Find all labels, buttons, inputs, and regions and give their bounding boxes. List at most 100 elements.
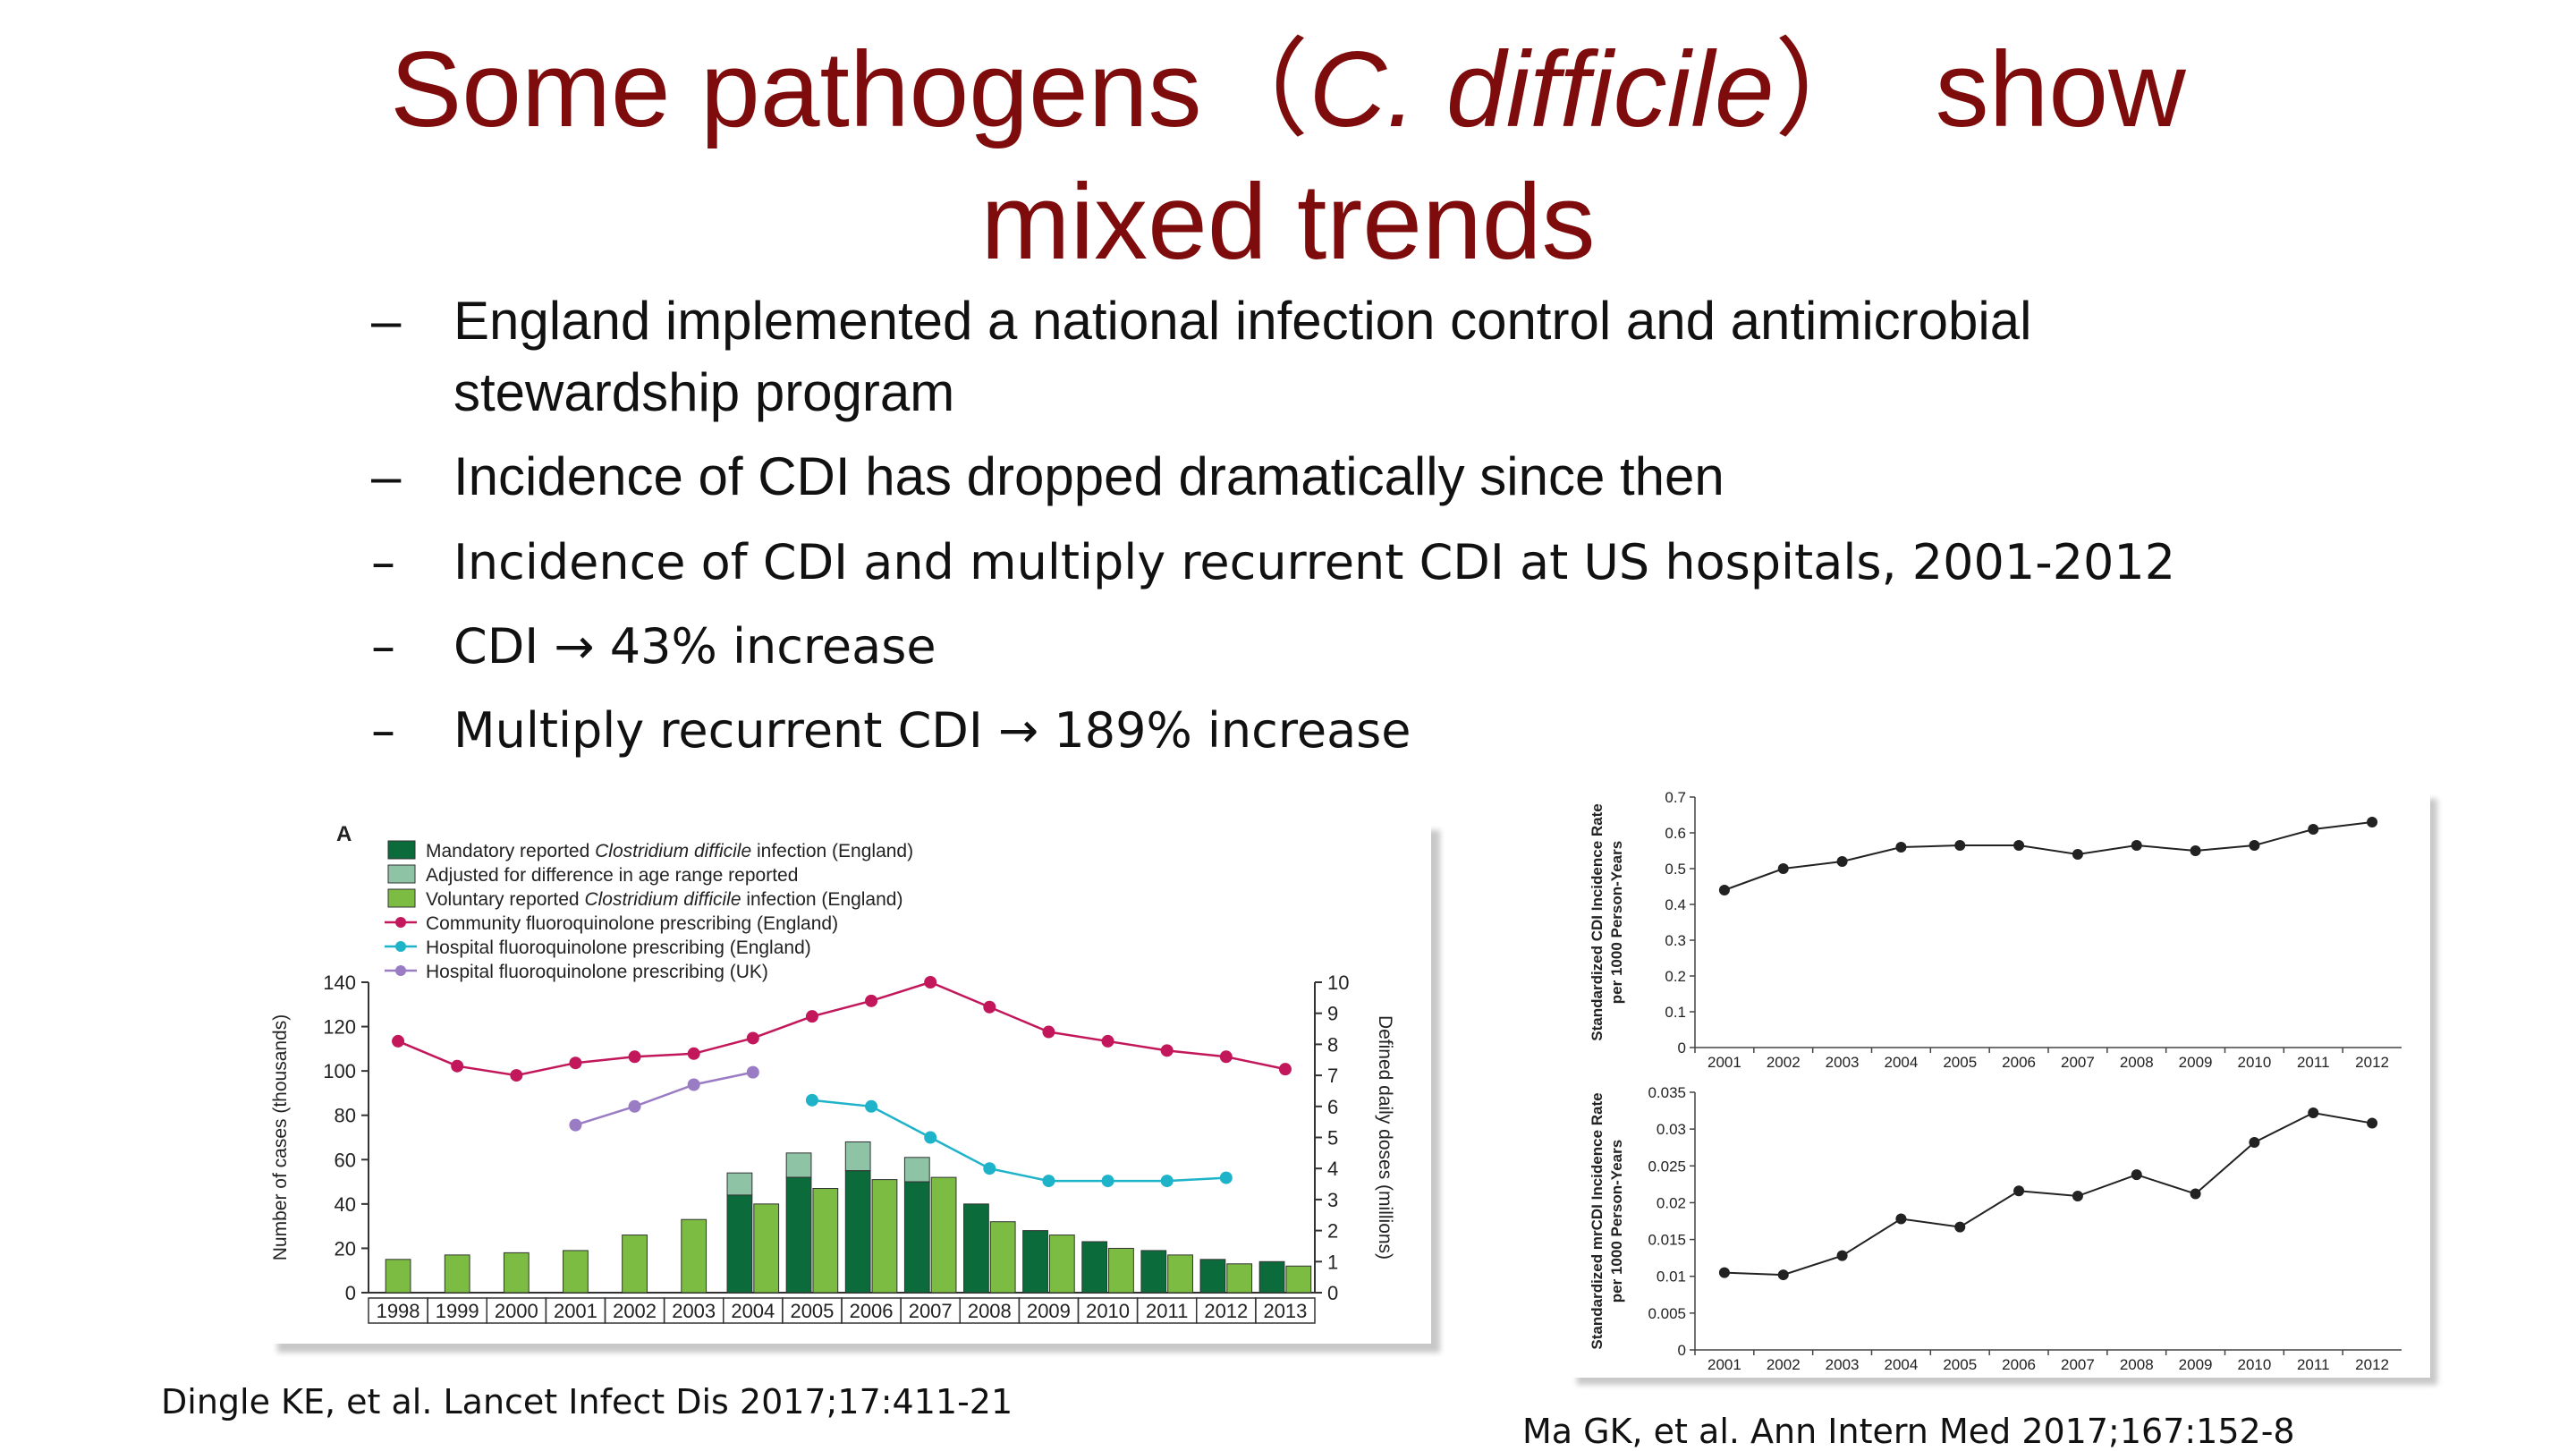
legend-label-italic: Clostridium difficile bbox=[595, 841, 751, 861]
x-tick-label: 2004 bbox=[1885, 1054, 1919, 1071]
slide-title-line-1: Some pathogens（C. difficile） show bbox=[0, 27, 2576, 152]
citation-right: Ma GK, et al. Ann Intern Med 2017;167:15… bbox=[1522, 1412, 2295, 1451]
bar-voluntary bbox=[753, 1203, 780, 1294]
series-point bbox=[2190, 1188, 2201, 1200]
y-tick-label: 40 bbox=[335, 1193, 356, 1216]
y-tick-label: 0.03 bbox=[1657, 1121, 1686, 1138]
series-point bbox=[2131, 1169, 2142, 1181]
hospital-fq-uk-line bbox=[575, 1071, 754, 1126]
hospital-fq-england-point bbox=[1101, 1175, 1114, 1188]
x-tick-label: 2001 bbox=[1707, 1054, 1741, 1071]
series-point bbox=[2013, 840, 2025, 851]
series-point bbox=[2308, 1107, 2319, 1119]
community-fq-point bbox=[628, 1050, 641, 1064]
hospital-fq-england-point bbox=[983, 1162, 996, 1175]
y-tick-label: 0.01 bbox=[1657, 1269, 1686, 1286]
x-tick-label: 2006 bbox=[850, 1300, 894, 1322]
series-line bbox=[1724, 1111, 2373, 1277]
x-tick-label: 2009 bbox=[1027, 1300, 1071, 1322]
bar-mandatory bbox=[963, 1203, 989, 1294]
y2-tick-label: 5 bbox=[1327, 1127, 1338, 1150]
y-tick-label: 0 bbox=[1678, 1039, 1686, 1056]
legend-entry: Hospital fluoroquinolone prescribing (En… bbox=[385, 938, 811, 958]
x-tick-label: 2003 bbox=[1826, 1054, 1860, 1071]
series-line bbox=[1724, 821, 2373, 891]
hospital-fq-uk-point bbox=[746, 1065, 759, 1079]
legend-label: Mandatory reported Clostridium difficile… bbox=[426, 841, 913, 861]
series-point bbox=[1836, 856, 1848, 867]
x-tick-label: 1998 bbox=[377, 1300, 420, 1322]
legend-label-text: Mandatory reported bbox=[426, 841, 595, 861]
hospital-fq-england-point bbox=[1042, 1175, 1055, 1188]
bullet-text: stewardship program bbox=[453, 362, 955, 422]
bullet-marker: – bbox=[371, 618, 395, 675]
legend-label-text: Voluntary reported bbox=[426, 889, 584, 910]
hospital-fq-england-point bbox=[865, 1099, 878, 1113]
legend-marker bbox=[395, 941, 406, 952]
series-point bbox=[1718, 885, 1730, 895]
x-tick-box bbox=[1255, 1297, 1316, 1324]
series-point bbox=[1895, 1213, 1907, 1225]
y-axis-label: per 1000 Person-Years bbox=[1608, 841, 1625, 1004]
y-tick-label: 0.3 bbox=[1665, 932, 1686, 949]
bar-voluntary bbox=[1048, 1235, 1075, 1294]
community-fq-point bbox=[687, 1047, 700, 1060]
y2-tick-label: 10 bbox=[1327, 972, 1349, 994]
y2-axis-label: Defined daily doses (millions) bbox=[1375, 1015, 1395, 1260]
x-tick-label: 1999 bbox=[436, 1300, 479, 1322]
bar-voluntary bbox=[812, 1188, 839, 1294]
series-point bbox=[1954, 840, 1966, 851]
x-tick-label: 2009 bbox=[2179, 1054, 2213, 1071]
y-tick-label: 20 bbox=[335, 1237, 356, 1260]
y2-tick-label: 3 bbox=[1327, 1189, 1338, 1211]
bullet-text: CDI → 43% increase bbox=[453, 618, 936, 675]
bar-mandatory bbox=[1081, 1241, 1108, 1294]
x-tick-label: 2006 bbox=[2002, 1054, 2036, 1071]
bullet-marker: – bbox=[371, 291, 402, 351]
england-cdi-chart: A Mandatory reported Clostridium difficil… bbox=[270, 822, 1395, 1324]
legend-label: Hospital fluoroquinolone prescribing (UK… bbox=[426, 962, 768, 982]
community-fq-point bbox=[1160, 1044, 1174, 1057]
legend-label: Community fluoroquinolone prescribing (E… bbox=[426, 913, 838, 934]
bar-voluntary bbox=[681, 1218, 708, 1294]
us-cdi-incidence-chart: 0 0.1 0.2 0.3 0.4 0.5 0.6 0.7 2001 2002 2003 2004 20… bbox=[1589, 792, 2402, 1071]
y-tick-label: 0.1 bbox=[1665, 1004, 1686, 1021]
y2-tick-label: 7 bbox=[1327, 1065, 1338, 1087]
legend-marker bbox=[395, 917, 406, 928]
legend-label-text: infection (England) bbox=[751, 841, 913, 861]
y-tick-label: 0.02 bbox=[1657, 1194, 1686, 1211]
bar-voluntary bbox=[622, 1235, 648, 1294]
y2-tick-label: 0 bbox=[1327, 1282, 1338, 1304]
legend-label-text: infection (England) bbox=[741, 889, 903, 910]
x-tick-label: 2006 bbox=[2002, 1356, 2036, 1373]
bar-voluntary bbox=[563, 1250, 589, 1294]
y2-tick-label: 1 bbox=[1327, 1251, 1338, 1273]
community-fq-point bbox=[805, 1010, 818, 1023]
community-fq-point bbox=[1101, 1034, 1114, 1048]
bar-adjusted bbox=[903, 1157, 930, 1183]
x-tick-label: 2010 bbox=[2238, 1054, 2272, 1071]
x-tick-label: 2004 bbox=[731, 1300, 775, 1322]
legend-label: Voluntary reported Clostridium difficile… bbox=[426, 889, 902, 910]
x-tick-label: 2002 bbox=[1767, 1054, 1801, 1071]
y2-tick-label: 4 bbox=[1327, 1158, 1338, 1180]
y-tick-label: 0.5 bbox=[1665, 861, 1686, 878]
y-tick-label: 120 bbox=[323, 1016, 356, 1039]
england-cdi-figure: A Mandatory reported Clostridium difficil… bbox=[268, 821, 1431, 1344]
x-tick-label: 2002 bbox=[613, 1300, 657, 1322]
legend-swatch bbox=[387, 864, 416, 884]
series-point bbox=[1836, 1250, 1848, 1261]
bullet-text: England implemented a national infection… bbox=[453, 291, 2032, 351]
x-tick-label: 2009 bbox=[2179, 1356, 2213, 1373]
legend-entry: Mandatory reported Clostridium difficile… bbox=[387, 840, 913, 861]
bar-voluntary bbox=[385, 1259, 411, 1294]
bar-voluntary bbox=[1226, 1263, 1253, 1294]
bar-voluntary bbox=[444, 1254, 470, 1294]
legend-label-text: Community fluoroquinolone prescribing (E… bbox=[426, 913, 838, 934]
community-fq-point bbox=[1278, 1063, 1292, 1076]
x-tick-label: 2003 bbox=[1826, 1356, 1860, 1373]
bar-voluntary bbox=[503, 1252, 530, 1294]
y-tick-label: 0.4 bbox=[1665, 896, 1686, 913]
y-axis-label: Number of cases (thousands) bbox=[270, 1014, 291, 1260]
us-mrcdi-incidence-chart: 0 0.005 0.01 0.015 0.02 0.025 0.03 0.035 2001 200… bbox=[1589, 1084, 2402, 1373]
